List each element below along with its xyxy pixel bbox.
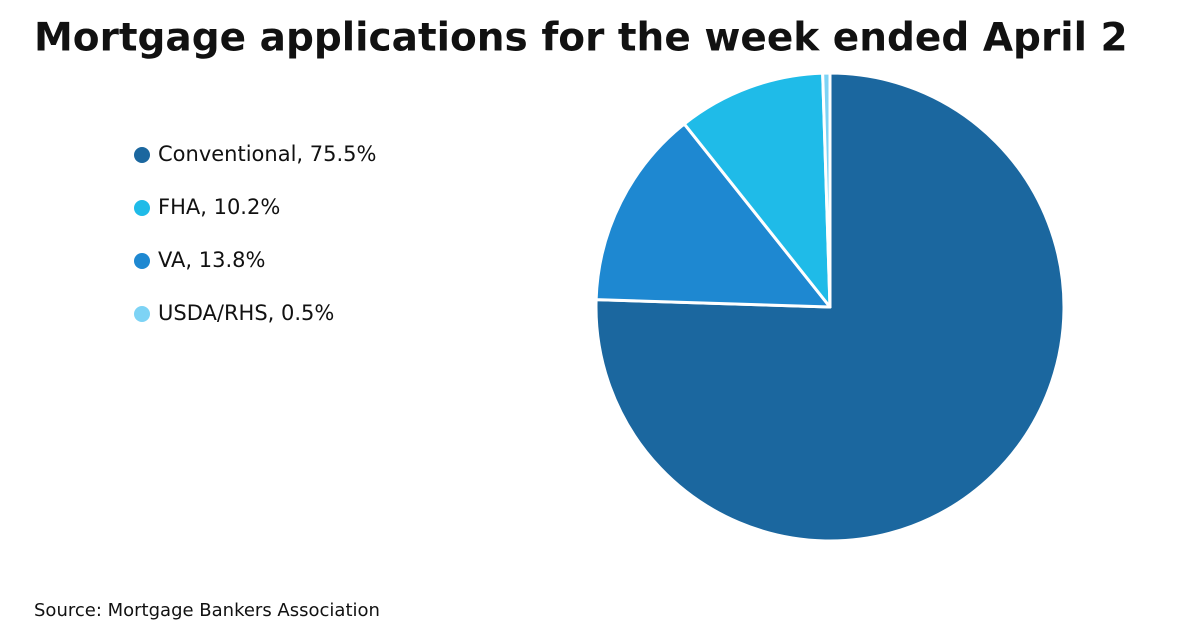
legend-swatch [134, 306, 150, 322]
legend-label: VA, 13.8% [158, 248, 265, 272]
pie-slice [821, 71, 832, 309]
legend-label: Conventional, 75.5% [158, 142, 376, 166]
legend-swatch [134, 253, 150, 269]
legend-label: FHA, 10.2% [158, 195, 280, 219]
legend-label: USDA/RHS, 0.5% [158, 301, 334, 325]
chart-title: Mortgage applications for the week ended… [34, 16, 1128, 61]
source: Source: Mortgage Bankers Association [34, 600, 380, 621]
legend-swatch [134, 147, 150, 163]
pie-slice [682, 71, 832, 309]
pie-slice [594, 122, 832, 309]
legend-swatch [134, 200, 150, 216]
